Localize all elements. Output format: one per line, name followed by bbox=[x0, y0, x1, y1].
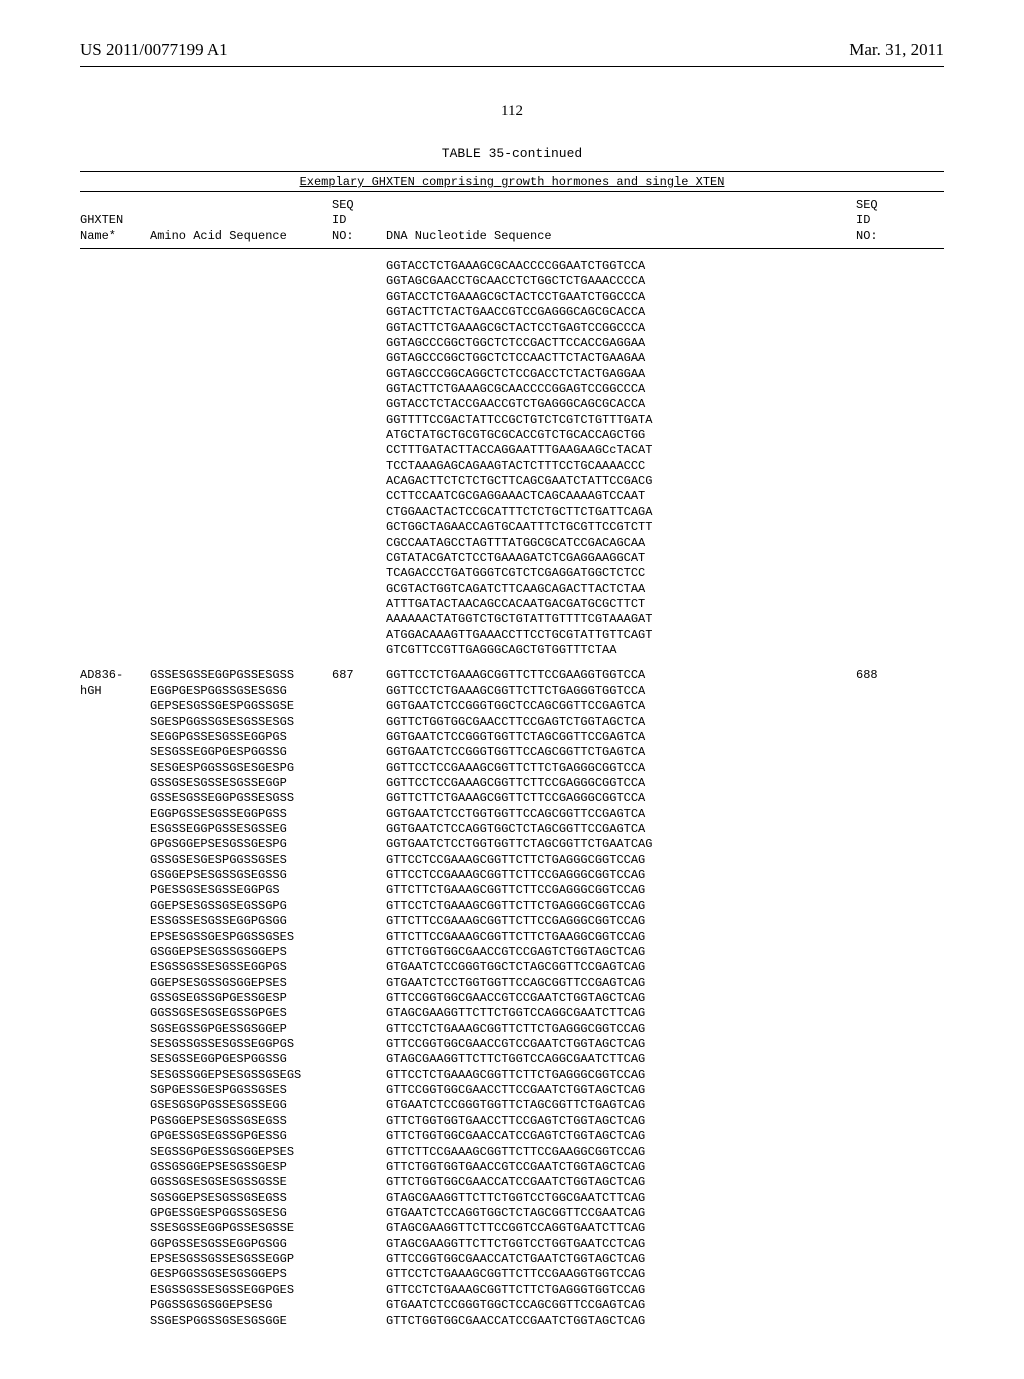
cell-name: AD836- hGH bbox=[80, 668, 144, 1328]
col-aa: Amino Acid Sequence bbox=[150, 229, 326, 244]
col-dna: DNA Nucleotide Sequence bbox=[386, 229, 850, 244]
cell-aa bbox=[150, 259, 326, 658]
header-rule bbox=[80, 66, 944, 67]
table-row: AD836- hGH GSSESGSSEGGPGSSESGSS EGGPGESP… bbox=[80, 658, 944, 1328]
table-title: TABLE 35-continued bbox=[80, 146, 944, 161]
page-number: 112 bbox=[80, 103, 944, 120]
cell-dna: GGTTCCTCTGAAAGCGGTTCTTCCGAAGGTGGTCCA GGT… bbox=[386, 668, 850, 1328]
table-row: GGTACCTCTGAAAGCGCAACCCCGGAATCTGGTCCA GGT… bbox=[80, 249, 944, 658]
col-seqid-aa: SEQ ID NO: bbox=[332, 198, 380, 244]
table-column-headers: GHXTEN Name* Amino Acid Sequence SEQ ID … bbox=[80, 192, 944, 248]
publication-number: US 2011/0077199 A1 bbox=[80, 40, 228, 60]
col-name: GHXTEN Name* bbox=[80, 213, 144, 244]
cell-seqid-aa bbox=[332, 259, 380, 658]
cell-seqid-aa: 687 bbox=[332, 668, 380, 1328]
table-subtitle: Exemplary GHXTEN comprising growth hormo… bbox=[80, 172, 944, 191]
cell-name bbox=[80, 259, 144, 658]
cell-seqid-dna: 688 bbox=[856, 668, 896, 1328]
cell-aa: GSSESGSSEGGPGSSESGSS EGGPGESPGGSSGSESGSG… bbox=[150, 668, 326, 1328]
cell-dna: GGTACCTCTGAAAGCGCAACCCCGGAATCTGGTCCA GGT… bbox=[386, 259, 850, 658]
col-seqid-dna: SEQ ID NO: bbox=[856, 198, 896, 244]
publication-date: Mar. 31, 2011 bbox=[849, 40, 944, 60]
cell-seqid-dna bbox=[856, 259, 896, 658]
